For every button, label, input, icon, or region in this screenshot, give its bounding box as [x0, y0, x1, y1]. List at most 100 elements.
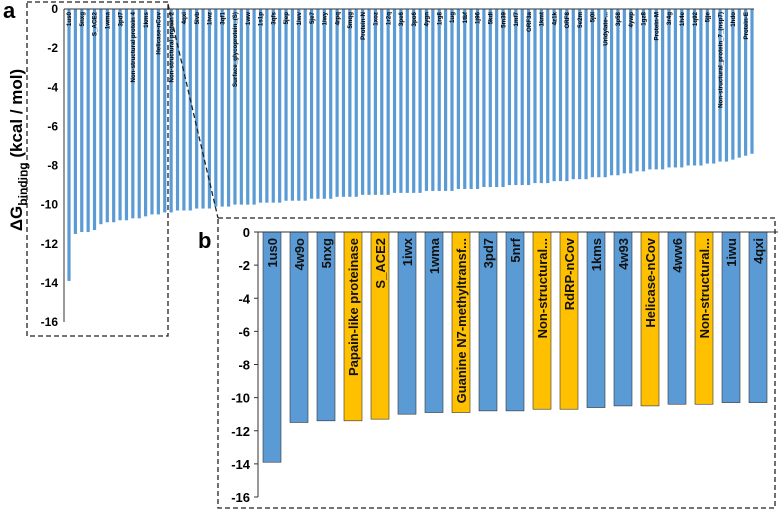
y-tick-label: -16: [41, 315, 59, 329]
bar: [424, 9, 429, 191]
bar: [86, 9, 90, 233]
bar-label: Protein-E: [743, 12, 750, 40]
bar: [73, 9, 77, 234]
bar: [635, 9, 639, 172]
bar-label: 3po6: [411, 11, 418, 26]
y-tick-label: 0: [243, 225, 250, 240]
bar-label: 4qxi: [181, 12, 188, 25]
bar: [495, 9, 499, 188]
bar-label: 3p58: [615, 11, 622, 26]
bar-label: 1wma: [104, 11, 111, 29]
bar: [175, 9, 180, 211]
bar: [546, 9, 550, 184]
bar: [112, 9, 116, 223]
bar-label: 5e2m: [577, 12, 584, 28]
bar: [271, 9, 275, 203]
bar-label: Guanine N7-methyltransf...: [454, 238, 469, 403]
bar-label: 1iwu: [724, 238, 739, 267]
bar: [67, 9, 71, 281]
y-tick-label: -14: [41, 276, 59, 290]
bar: [654, 9, 658, 170]
bar: [629, 9, 633, 174]
bar: [718, 9, 722, 162]
bar: [507, 9, 512, 186]
y-tick-label: -8: [47, 159, 58, 173]
bar: [565, 9, 569, 182]
bar: [686, 9, 690, 166]
bar: [195, 9, 199, 209]
bar-label: 1wma: [427, 237, 442, 274]
bar: [526, 9, 531, 186]
bar: [316, 9, 320, 199]
y-tick-label: -12: [231, 424, 250, 439]
y-tick-label: -12: [41, 237, 59, 251]
bar-label: 3pd7: [117, 11, 124, 26]
bar: [131, 9, 135, 219]
bar-label: 1j96: [475, 11, 482, 24]
bar-label: 3pe6: [398, 11, 405, 26]
bar: [290, 9, 295, 201]
bar: [399, 9, 403, 193]
bar: [501, 9, 505, 188]
bar-label: 1ug: [449, 12, 456, 23]
bar-label: Protein-M: [653, 12, 660, 41]
bar: [348, 9, 352, 197]
bar-label: 3r4g: [666, 12, 673, 25]
y-tick-label: -2: [47, 41, 58, 55]
bar: [207, 9, 212, 209]
bar-label: Uridylate-...: [602, 12, 609, 46]
bar: [622, 9, 626, 174]
panel-a-chart: 0 -2 -4 -6 -8 -10 -12 -14 -16 1us0 5nxg S_ACE2 1wma 3…: [41, 2, 754, 329]
y-axis-title: ΔGbinding (kcal / mol): [7, 69, 30, 231]
bar: [105, 9, 109, 223]
bar-label: 4w93: [616, 238, 631, 270]
bar-label: Helicase-nCov: [156, 11, 163, 54]
bar-label: ORF3a: [526, 11, 533, 32]
bar-label: 3qfs: [270, 11, 277, 24]
zoom-connector: [167, 3, 219, 219]
bar: [597, 9, 601, 178]
bar: [335, 9, 339, 197]
bar-label: Surface_glycoprotein_(S): [232, 12, 239, 87]
bar-label: 1gz8: [641, 11, 648, 25]
bar-label: 1us0: [66, 11, 73, 26]
bar: [386, 9, 390, 195]
bar-label: 4qxi: [751, 238, 766, 264]
bar: [392, 9, 397, 193]
bar-label: 1q92: [692, 11, 699, 26]
bar: [201, 9, 205, 209]
bar: [412, 9, 416, 193]
bar: [661, 9, 665, 170]
bar: [705, 9, 709, 164]
bar-label: Non-structural...: [535, 238, 550, 338]
bar-label: Papain-like proteinase: [346, 238, 361, 376]
bar: [737, 9, 741, 158]
bar: [603, 9, 607, 178]
bar: [539, 9, 543, 184]
y-tick-label: -4: [47, 80, 58, 94]
panel-b-chart: 0 -2 -4 -6 -8 -10 -12 -14 -16 1us0 4w9o 5nxg Papain-…: [231, 225, 778, 505]
bar: [405, 9, 409, 193]
bar-label: 4rpq: [334, 12, 341, 26]
bar: [169, 9, 173, 213]
bar-label: 4ww6: [670, 238, 685, 273]
bar: [233, 9, 237, 205]
bar-label: Non-structural protein 2: [168, 11, 175, 82]
bar: [578, 9, 582, 180]
bar: [692, 9, 697, 166]
bar-label: 1iwx: [400, 237, 415, 266]
bar-label: 5nxg: [79, 12, 86, 27]
bar: [118, 9, 122, 221]
y-tick-label: -2: [238, 258, 250, 273]
bar: [143, 9, 148, 217]
y-tick-label: -4: [238, 291, 250, 306]
bar: [456, 9, 460, 189]
bar: [724, 9, 729, 162]
bar-label: 1tbf: [462, 11, 469, 23]
bar-label: 5mqg: [347, 12, 354, 29]
bar-label: 5kdi: [487, 12, 494, 25]
y-tick-label: -10: [41, 198, 59, 212]
bar: [137, 9, 141, 219]
bar-label: RdRP-nCov: [562, 237, 577, 310]
